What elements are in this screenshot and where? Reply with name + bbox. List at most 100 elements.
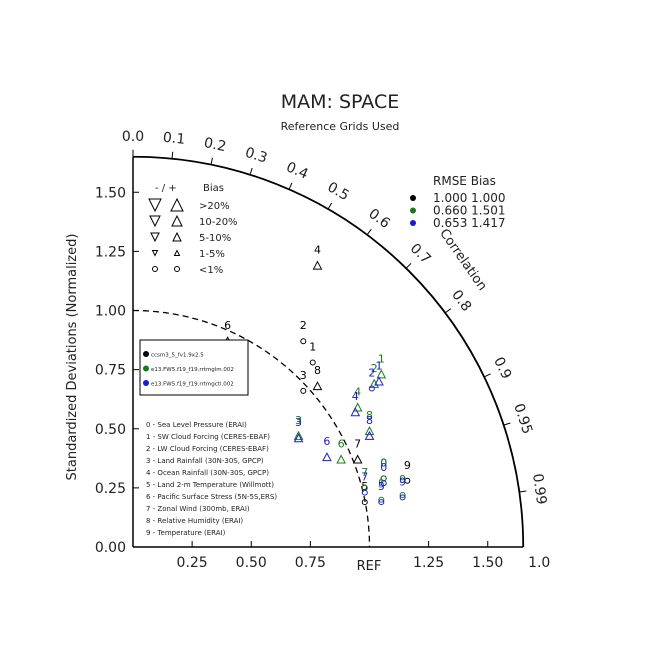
correlation-tick [171,151,174,159]
point-marker-triangle [376,369,387,379]
bias-legend-header: Bias [203,183,224,194]
point-number-label: 1 [309,341,316,354]
point-marker-triangle [293,430,304,440]
y-tick-label: 1.00 [95,304,126,320]
point-marker-circle [380,480,387,487]
point-number-label: 0 [380,456,387,469]
point-number-label: 7 [361,471,368,484]
chart-title: MAM: SPACE [281,91,399,113]
point-marker-triangle [352,454,363,464]
bias-legend-up-triangle [173,249,181,256]
x-tick-label: 0.50 [236,555,267,571]
point-marker-triangle [322,452,332,462]
point-number-label: 2 [368,367,375,380]
correlation-tick [288,182,293,190]
correlation-tick [503,422,511,426]
point-number-label: 1 [378,352,385,365]
rmse-legend-row: 1.000 1.000 [433,191,506,205]
y-tick-label: 0.50 [95,422,126,438]
bias-legend-row-label: >20% [199,201,230,212]
variable-legend-item: 3 - Land Rainfall (30N-30S, GPCP) [146,457,264,465]
point-number-label: 5 [378,480,385,493]
ref-label: REF [357,559,382,574]
variable-legend-item: 9 - Temperature (ERAI) [146,529,226,537]
y-tick-label: 1.50 [95,185,126,201]
point-number-label: 4 [314,244,321,257]
rmse-legend-header: RMSE Bias [433,174,496,188]
point-number-label: 2 [300,319,307,332]
correlation-tick [366,228,372,236]
point-number-label: 9 [399,475,406,488]
point-marker-circle [300,338,307,345]
point-number-label: 8 [366,409,373,422]
variable-legend-item: 8 - Relative Humidity (ERAI) [146,517,243,525]
point-marker-triangle [352,402,363,412]
bias-legend-circle-plus [174,266,180,272]
point-number-label: 6 [323,435,330,448]
point-number-label: 8 [314,364,321,377]
point-marker-triangle [312,260,323,270]
bias-legend-down-triangle [151,250,159,257]
bias-legend-down-triangle [150,232,160,243]
point-number-label: 8 [366,414,373,427]
rmse-legend-dot [410,220,416,226]
correlation-tick [444,308,452,314]
correlation-tick-label: 0.99 [529,473,549,506]
point-marker-circle [361,499,368,506]
correlation-tick [483,373,491,378]
point-marker-triangle [350,407,361,417]
x-tick-label: 1.50 [472,555,503,571]
correlation-axis-label: Correlation [436,226,489,293]
axes-group: 0.25 0.50 0.75 1.25 1.50 1.00.000.250.500.751… [95,129,551,571]
correlation-tick [249,167,253,175]
correlation-tick-label: 0.3 [243,145,269,167]
variable-legend-item: 2 - LW Cloud Forcing (CERES-EBAF) [146,445,269,453]
series-legend-dot [143,351,149,357]
chart-subtitle: Reference Grids Used [281,120,400,133]
correlation-tick-label: 0.6 [365,206,392,232]
point-marker-circle [361,489,368,496]
bias-legend-circle-minus [152,266,158,272]
point-number-label: 7 [361,466,368,479]
bias-legend-up-triangle [171,214,183,227]
y-tick-label: 0.75 [95,363,126,379]
correlation-tick-label: 0.2 [202,135,227,155]
point-marker-triangle [364,430,375,440]
bias-legend-row-label: 10-20% [199,217,238,228]
point-marker-circle [404,477,411,484]
point-number-label: 0 [380,461,387,474]
variable-legend-item: 5 - Land 2-m Temperature (Willmott) [146,481,274,489]
x-tick-label: 0.25 [177,555,208,571]
correlation-tick-label: 0.1 [162,130,186,148]
point-number-label: 3 [300,369,307,382]
point-marker-circle [378,496,385,503]
rmse-legend-dot [410,195,416,201]
variable-legend-item: 1 - SW Cloud Forcing (CERES-EBAF) [146,433,270,441]
point-number-label: 3 [295,414,302,427]
y-tick-label: 0.25 [95,481,126,497]
y-tick-label: 0.00 [95,540,126,556]
point-marker-triangle [312,381,323,391]
point-number-label: 4 [354,385,361,398]
variable-legend-item: 7 - Zonal Wind (300mb, ERAI) [146,505,250,513]
x-tick-label: 0.75 [295,555,326,571]
bias-legend-sign-header: - / + [155,183,177,194]
correlation-tick [519,490,527,493]
bias-legend-down-triangle [148,198,162,213]
point-marker-triangle [374,376,384,386]
point-number-label: 5 [361,480,368,493]
rmse-legend-dot [410,207,416,214]
variable-legend-item: 4 - Ocean Rainfall (30N-30S, GPCP) [146,469,269,477]
y-axis-label: Standardized Deviations (Normalized) [65,234,80,481]
point-number-label: 0 [380,456,387,469]
point-number-label: 3 [295,416,302,429]
point-number-label: 2 [371,362,378,375]
series-legend-name: e13.FW5.f19_f19.rrtmgctl.002 [151,382,234,388]
x-tick-label: 1.0 [528,555,550,571]
reference-arc [132,309,371,548]
point-marker-circle [309,359,316,366]
rmse-legend-row: 0.660 1.501 [433,204,506,218]
rmse-legend-row: 0.653 1.417 [433,216,506,230]
